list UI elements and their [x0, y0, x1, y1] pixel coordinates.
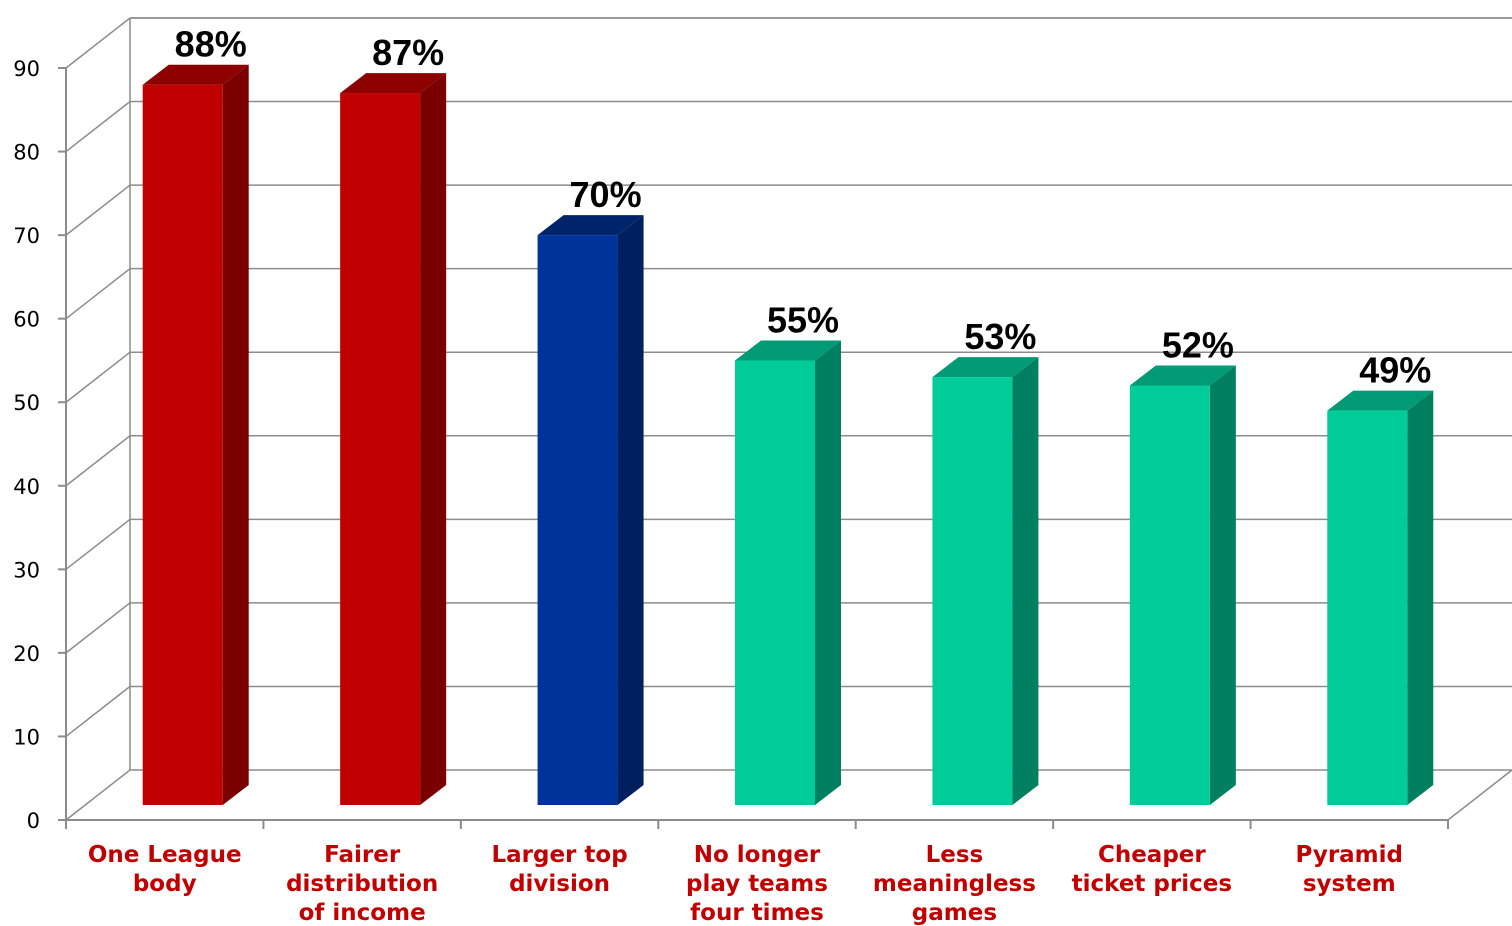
- category-label-line: Pyramid: [1296, 842, 1403, 868]
- bar-top: [142, 64, 249, 85]
- bar: [932, 357, 1039, 805]
- category-label-line: No longer: [694, 842, 821, 868]
- side-gridline: [65, 351, 131, 403]
- bar-top: [1129, 365, 1236, 386]
- category-label-line: of income: [299, 900, 426, 926]
- y-tick-label: 20: [13, 642, 40, 666]
- data-labels: 88% 87% 70% 55% 53% 52% 49%: [175, 24, 1432, 391]
- side-gridline: [65, 435, 131, 487]
- side-gridline: [65, 518, 131, 570]
- bar-side: [1012, 357, 1039, 805]
- bar-front: [1327, 410, 1408, 805]
- category-labels: One League body Fairer distribution of incom…: [88, 842, 1403, 926]
- y-tick-label: 70: [13, 224, 40, 248]
- y-tick-label: 0: [27, 809, 40, 833]
- bar-side: [815, 340, 841, 805]
- bar-side: [420, 73, 447, 806]
- y-tick-label: 10: [13, 725, 40, 749]
- bar-side: [222, 64, 249, 805]
- category-label: Less meaningless games: [873, 842, 1036, 926]
- bar-side: [1209, 365, 1236, 805]
- y-tick-label: 90: [13, 57, 40, 81]
- y-tick-label: 30: [13, 558, 40, 582]
- axes: [65, 68, 1449, 829]
- category-label-line: body: [133, 871, 197, 897]
- category-label-line: four times: [690, 900, 824, 926]
- category-label-line: Less: [926, 842, 984, 868]
- y-tick-label: 40: [13, 475, 40, 499]
- category-label-line: Larger top: [491, 842, 627, 868]
- y-tick-label: 50: [13, 391, 40, 415]
- category-label-line: meaningless: [873, 871, 1036, 897]
- bar-front: [932, 377, 1013, 805]
- data-label: 88%: [175, 24, 247, 65]
- data-label: 49%: [1359, 350, 1431, 391]
- bar: [1129, 365, 1236, 805]
- category-label-line: One League: [88, 842, 242, 868]
- category-label: Pyramid system: [1296, 842, 1403, 897]
- y-tick-label: 80: [13, 141, 40, 165]
- bar-front: [1129, 385, 1210, 805]
- bar: [1327, 390, 1434, 805]
- bar-front: [340, 93, 421, 806]
- y-tick-label: 60: [13, 308, 40, 332]
- data-label: 53%: [964, 316, 1036, 357]
- bar: [340, 73, 447, 806]
- data-label: 70%: [570, 174, 642, 215]
- bar: [735, 340, 841, 805]
- side-gridline: [65, 602, 131, 654]
- category-label-line: distribution: [286, 871, 438, 897]
- bar-side: [1407, 390, 1434, 805]
- category-label: No longer play teams four times: [686, 842, 828, 926]
- data-label: 55%: [767, 299, 839, 340]
- category-label: Fairer distribution of income: [286, 842, 438, 926]
- bar-top: [932, 357, 1039, 378]
- bar-front: [142, 84, 223, 805]
- category-label-line: games: [912, 900, 997, 926]
- bar-top: [1327, 390, 1434, 411]
- y-axis-ticks: 0 10 20 30 40 50 60 70 80 90: [13, 57, 66, 833]
- bar-side: [617, 215, 644, 806]
- bar-top: [537, 215, 644, 236]
- data-label: 87%: [372, 32, 444, 73]
- category-label: Cheaper ticket prices: [1072, 842, 1232, 897]
- category-label-line: ticket prices: [1072, 871, 1232, 897]
- side-gridline: [65, 685, 131, 738]
- side-gridline: [65, 268, 131, 320]
- category-label-line: division: [509, 871, 610, 897]
- category-label-line: system: [1303, 871, 1396, 897]
- bar: [537, 215, 644, 806]
- category-label-line: Fairer: [324, 842, 401, 868]
- category-label: One League body: [88, 842, 242, 897]
- bar-front: [537, 235, 618, 806]
- bar-front: [735, 360, 815, 805]
- bar-top: [340, 73, 447, 94]
- bar-top: [735, 340, 841, 361]
- data-label: 52%: [1162, 325, 1234, 366]
- bars: [142, 64, 1434, 806]
- bar: [142, 64, 249, 805]
- side-gridline: [65, 100, 131, 153]
- category-label: Larger top division: [491, 842, 627, 897]
- category-label-line: play teams: [686, 871, 828, 897]
- side-gridline: [65, 17, 131, 69]
- side-gridline: [65, 184, 131, 236]
- category-label-line: Cheaper: [1098, 842, 1206, 868]
